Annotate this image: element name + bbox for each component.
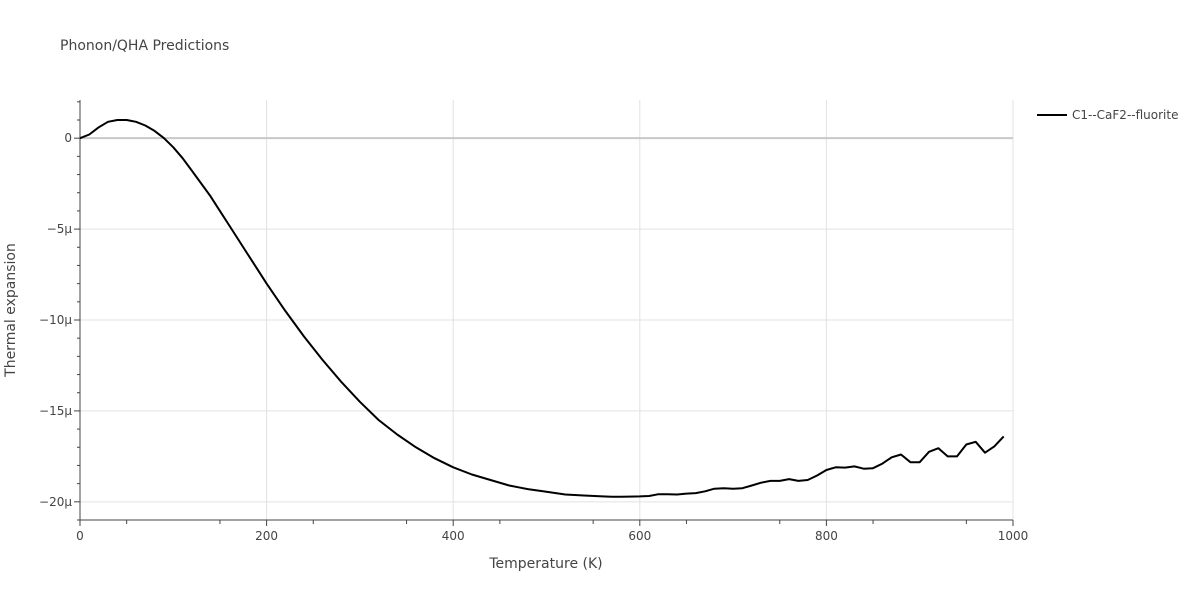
x-tick-label: 0 [76,529,84,543]
y-tick-label: −15μ [39,404,72,418]
y-tick-label: −10μ [39,313,72,327]
x-tick-label: 400 [442,529,465,543]
legend-label: C1--CaF2--fluorite [1072,108,1178,122]
series-line [79,119,1005,498]
grid-layer [80,100,1014,520]
x-tick-label: 1000 [998,529,1029,543]
series-layer [79,119,1005,498]
x-tick-label: 600 [628,529,651,543]
x-tick-label: 800 [815,529,838,543]
chart-title: Phonon/QHA Predictions [60,38,229,54]
y-tick-label: 0 [64,131,72,145]
y-tick-label: −20μ [39,495,72,509]
y-axis-title: Thermal expansion [3,243,19,378]
legend: C1--CaF2--fluorite [1037,108,1178,122]
y-tick-label: −5μ [47,222,73,236]
x-tick-label: 200 [255,529,278,543]
x-axis-title: Temperature (K) [488,556,602,572]
axis-layer: 0 200 400 600 800 1000 0 −5μ −10μ −15μ −20μ [39,100,1028,543]
